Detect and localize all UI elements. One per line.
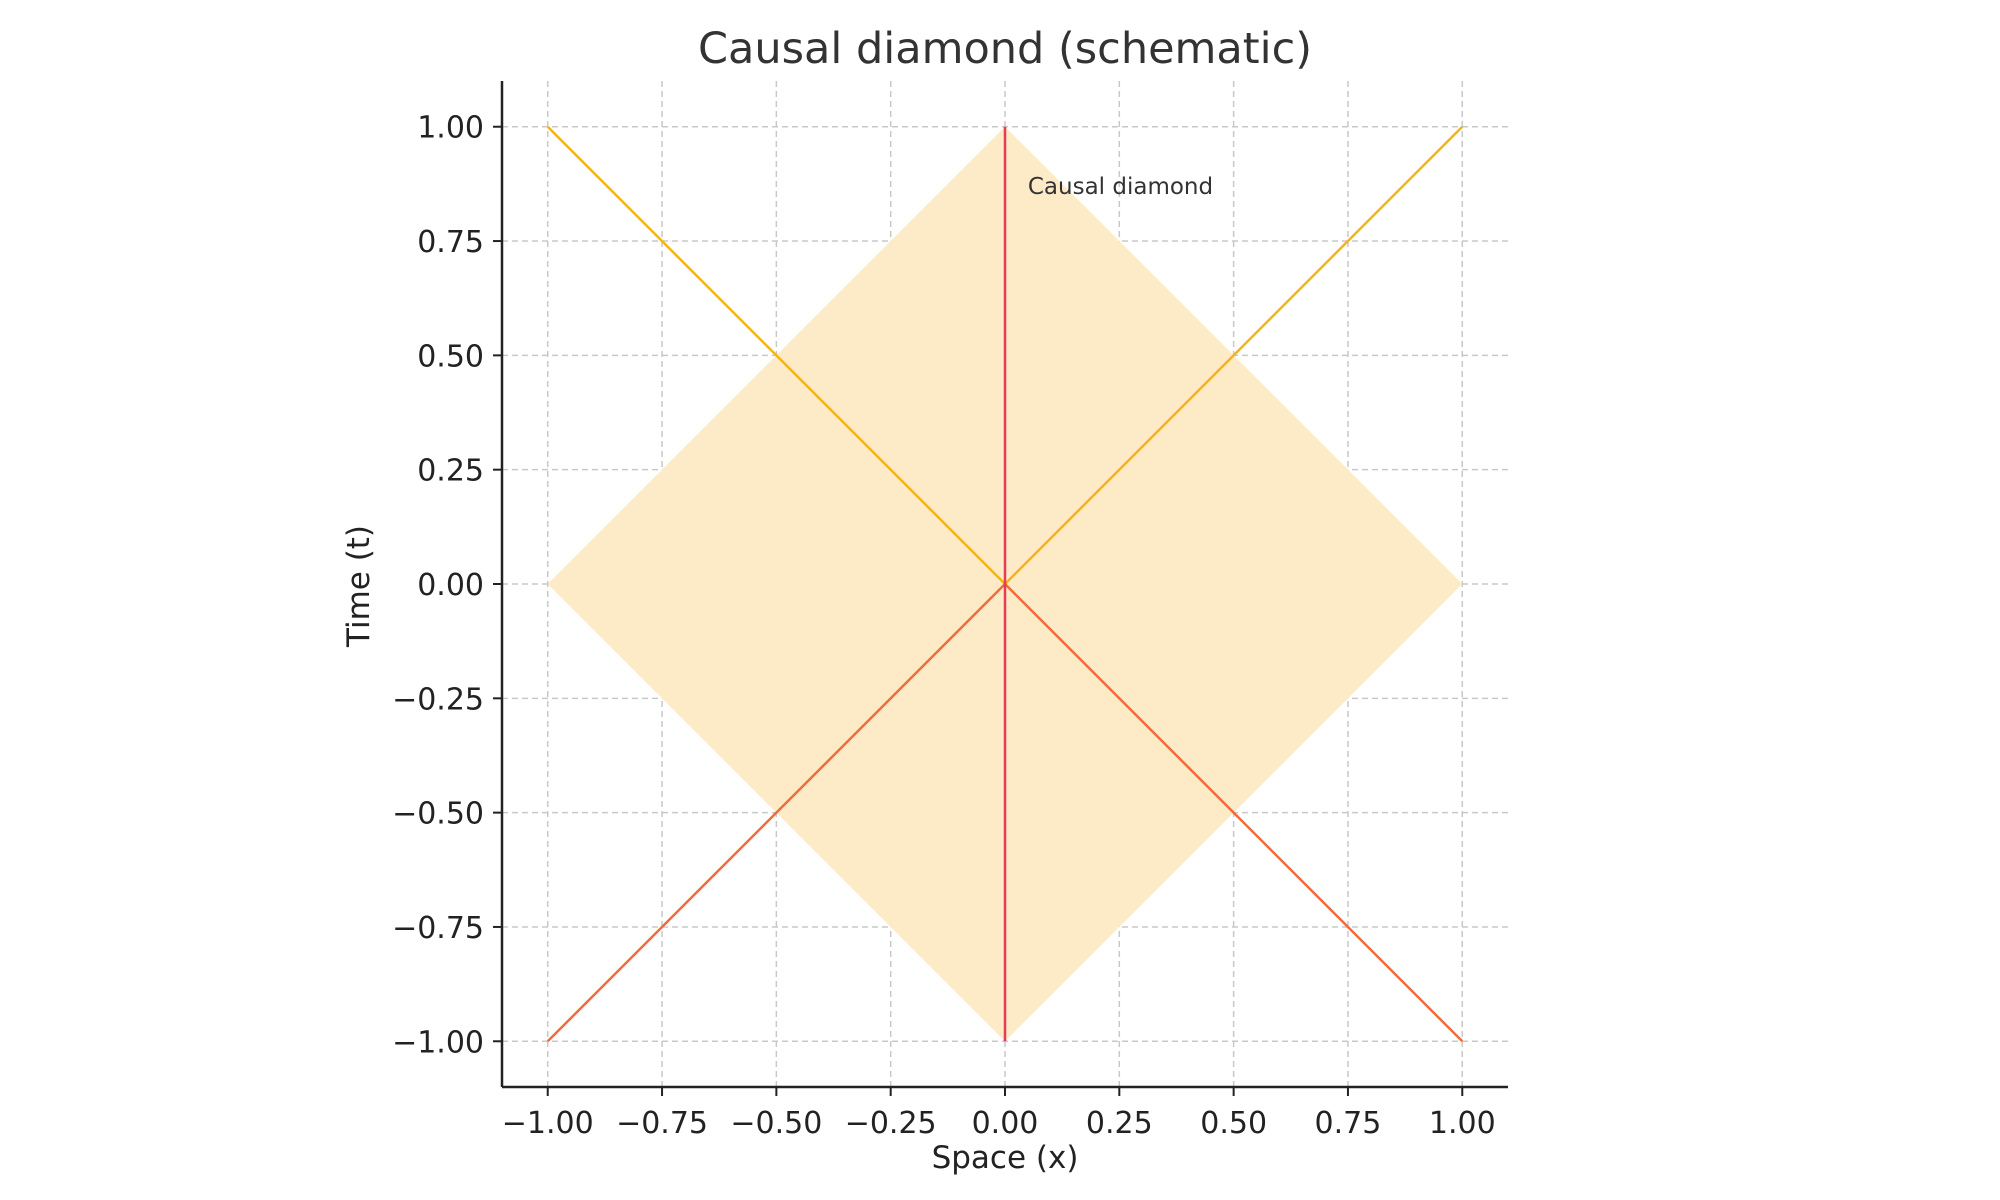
- y-axis-title: Time (t): [341, 525, 377, 648]
- series-line: [546, 125, 1006, 585]
- chart-title: Causal diamond (schematic): [698, 24, 1312, 74]
- x-tick-label: 0.25: [1086, 1106, 1153, 1141]
- y-tick-label: −0.75: [392, 911, 484, 946]
- series-lines-layer: [546, 125, 1464, 1043]
- axes: [493, 81, 1508, 1096]
- x-tick-label: −0.50: [730, 1106, 822, 1141]
- x-tick-label: 1.00: [1429, 1106, 1496, 1141]
- series-line: [546, 583, 1006, 1043]
- y-tick-label: 0.00: [417, 568, 484, 603]
- x-tick-label: 0.75: [1315, 1106, 1382, 1141]
- x-tick-label: 0.50: [1200, 1106, 1267, 1141]
- x-tick-label: −0.75: [616, 1106, 708, 1141]
- y-tick-label: 1.00: [417, 111, 484, 146]
- x-axis-title: Space (x): [932, 1140, 1079, 1176]
- annotations-layer: Causal diamond: [1028, 174, 1213, 200]
- tick-labels: −1.00 −0.75 −0.50 −0.25 0.00 0.25 0.50 0.75 1.00…: [392, 111, 1496, 1141]
- y-tick-label: 0.25: [417, 454, 484, 489]
- x-tick-label: −1.00: [502, 1106, 594, 1141]
- series-line: [1004, 125, 1464, 585]
- x-tick-label: −0.25: [845, 1106, 937, 1141]
- y-tick-label: −0.50: [392, 797, 484, 832]
- y-tick-label: −0.25: [392, 682, 484, 717]
- y-tick-label: −1.00: [392, 1025, 484, 1060]
- annotation-label: Causal diamond: [1028, 174, 1213, 200]
- y-tick-label: 0.50: [417, 339, 484, 374]
- y-tick-label: 0.75: [417, 225, 484, 260]
- series-line: [1004, 583, 1464, 1043]
- x-tick-label: 0.00: [972, 1106, 1039, 1141]
